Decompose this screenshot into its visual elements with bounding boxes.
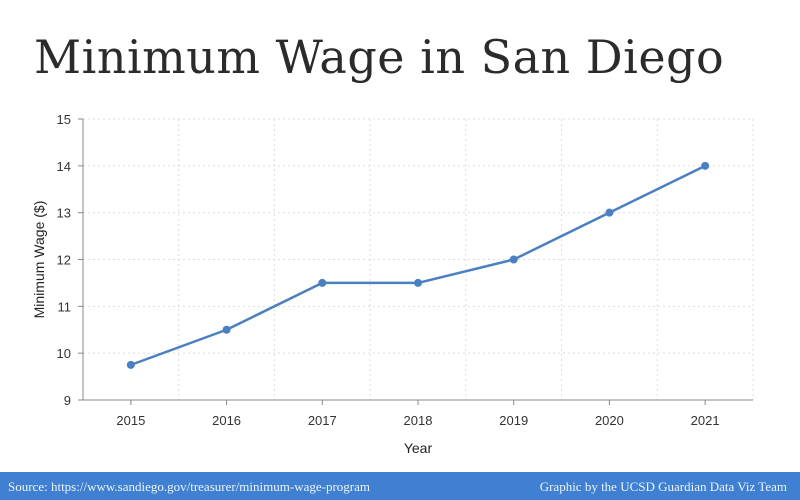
data-point: [318, 278, 327, 287]
x-tick-label: 2016: [212, 413, 241, 428]
footer-bar: Source: https://www.sandiego.gov/treasur…: [0, 472, 800, 500]
y-tick-label: 12: [57, 253, 71, 268]
credit-text: Graphic by the UCSD Guardian Data Viz Te…: [539, 479, 787, 494]
y-tick-label: 14: [57, 159, 71, 174]
data-point: [701, 161, 710, 170]
y-tick-label: 10: [57, 346, 71, 361]
y-axis-label: Minimum Wage ($): [31, 201, 47, 319]
source-text: Source: https://www.sandiego.gov/treasur…: [8, 479, 370, 494]
y-tick-label: 15: [57, 112, 71, 127]
y-tick-label: 9: [64, 393, 71, 408]
x-tick-label: 2020: [595, 413, 624, 428]
y-tick-label: 13: [57, 206, 71, 221]
data-line: [130, 164, 706, 367]
data-point: [605, 208, 614, 217]
chart-title: Minimum Wage in San Diego: [34, 30, 725, 84]
x-tick-label: 2021: [691, 413, 720, 428]
x-tick-label: 2018: [404, 413, 433, 428]
y-tick-label: 11: [58, 299, 72, 314]
line-chart: 9 10 11 12 13 14 15 2015 2016 2017 2018 2019 2020 202…: [31, 112, 754, 456]
data-point: [222, 325, 231, 334]
data-point: [509, 255, 518, 264]
x-tick-label: 2015: [116, 413, 145, 428]
data-point: [414, 278, 422, 287]
x-tick-label: 2017: [308, 413, 337, 428]
data-point: [126, 360, 135, 369]
x-tick-label: 2019: [499, 413, 528, 428]
x-axis-label: Year: [404, 440, 433, 456]
